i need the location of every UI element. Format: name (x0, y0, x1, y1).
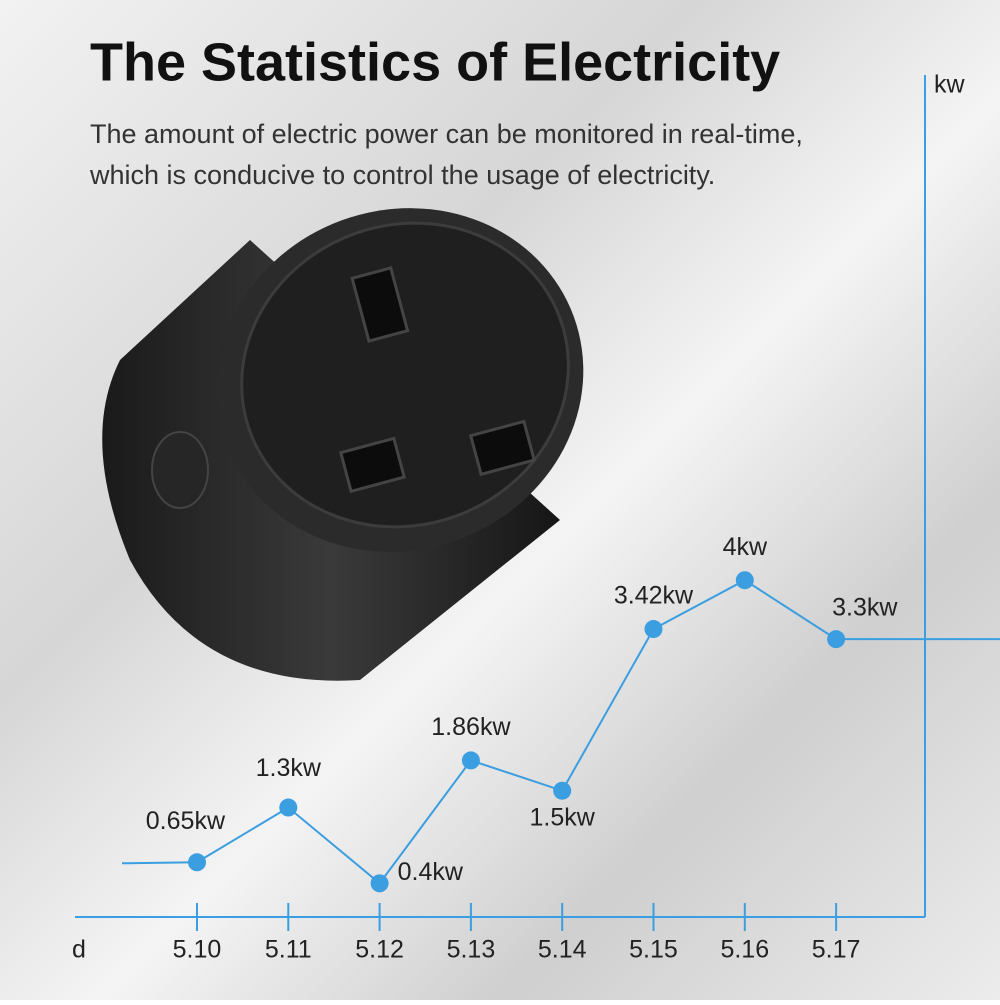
subtitle: which is conducive to control the usage … (89, 160, 715, 190)
x-tick-label: 5.12 (355, 936, 404, 964)
data-label: 1.86kw (431, 713, 511, 741)
x-tick-label: 5.13 (447, 936, 496, 964)
subtitle: The amount of electric power can be moni… (90, 119, 803, 149)
x-tick-label: 5.16 (720, 936, 769, 964)
x-tick-label: 5.14 (538, 936, 587, 964)
data-label: 0.65kw (146, 807, 226, 835)
x-tick-label: 5.15 (629, 936, 678, 964)
data-label: 1.5kw (530, 803, 596, 831)
x-tick-label: 5.10 (173, 936, 222, 964)
smart-plug (102, 208, 584, 681)
data-label: 4kw (723, 533, 768, 561)
data-label: 3.42kw (614, 582, 694, 610)
x-tick-label: 5.17 (812, 936, 861, 964)
data-label: 1.3kw (256, 754, 322, 782)
line (196, 579, 837, 885)
data-point (735, 571, 754, 590)
data-point (827, 630, 846, 649)
x-tick-label: 5.11 (265, 936, 312, 964)
data-point (370, 874, 389, 893)
data-point (461, 751, 480, 770)
data-point (553, 781, 572, 800)
data-point (644, 620, 663, 639)
data-point (188, 853, 206, 872)
title: The Statistics of Electricity (90, 32, 780, 92)
data-point (279, 798, 298, 817)
line-lead (121, 861, 198, 865)
y-axis-label: kw (934, 71, 966, 99)
x-axis-label: d (72, 936, 86, 964)
data-label: 3.3kw (832, 594, 898, 622)
data-label: 0.4kw (398, 858, 464, 886)
